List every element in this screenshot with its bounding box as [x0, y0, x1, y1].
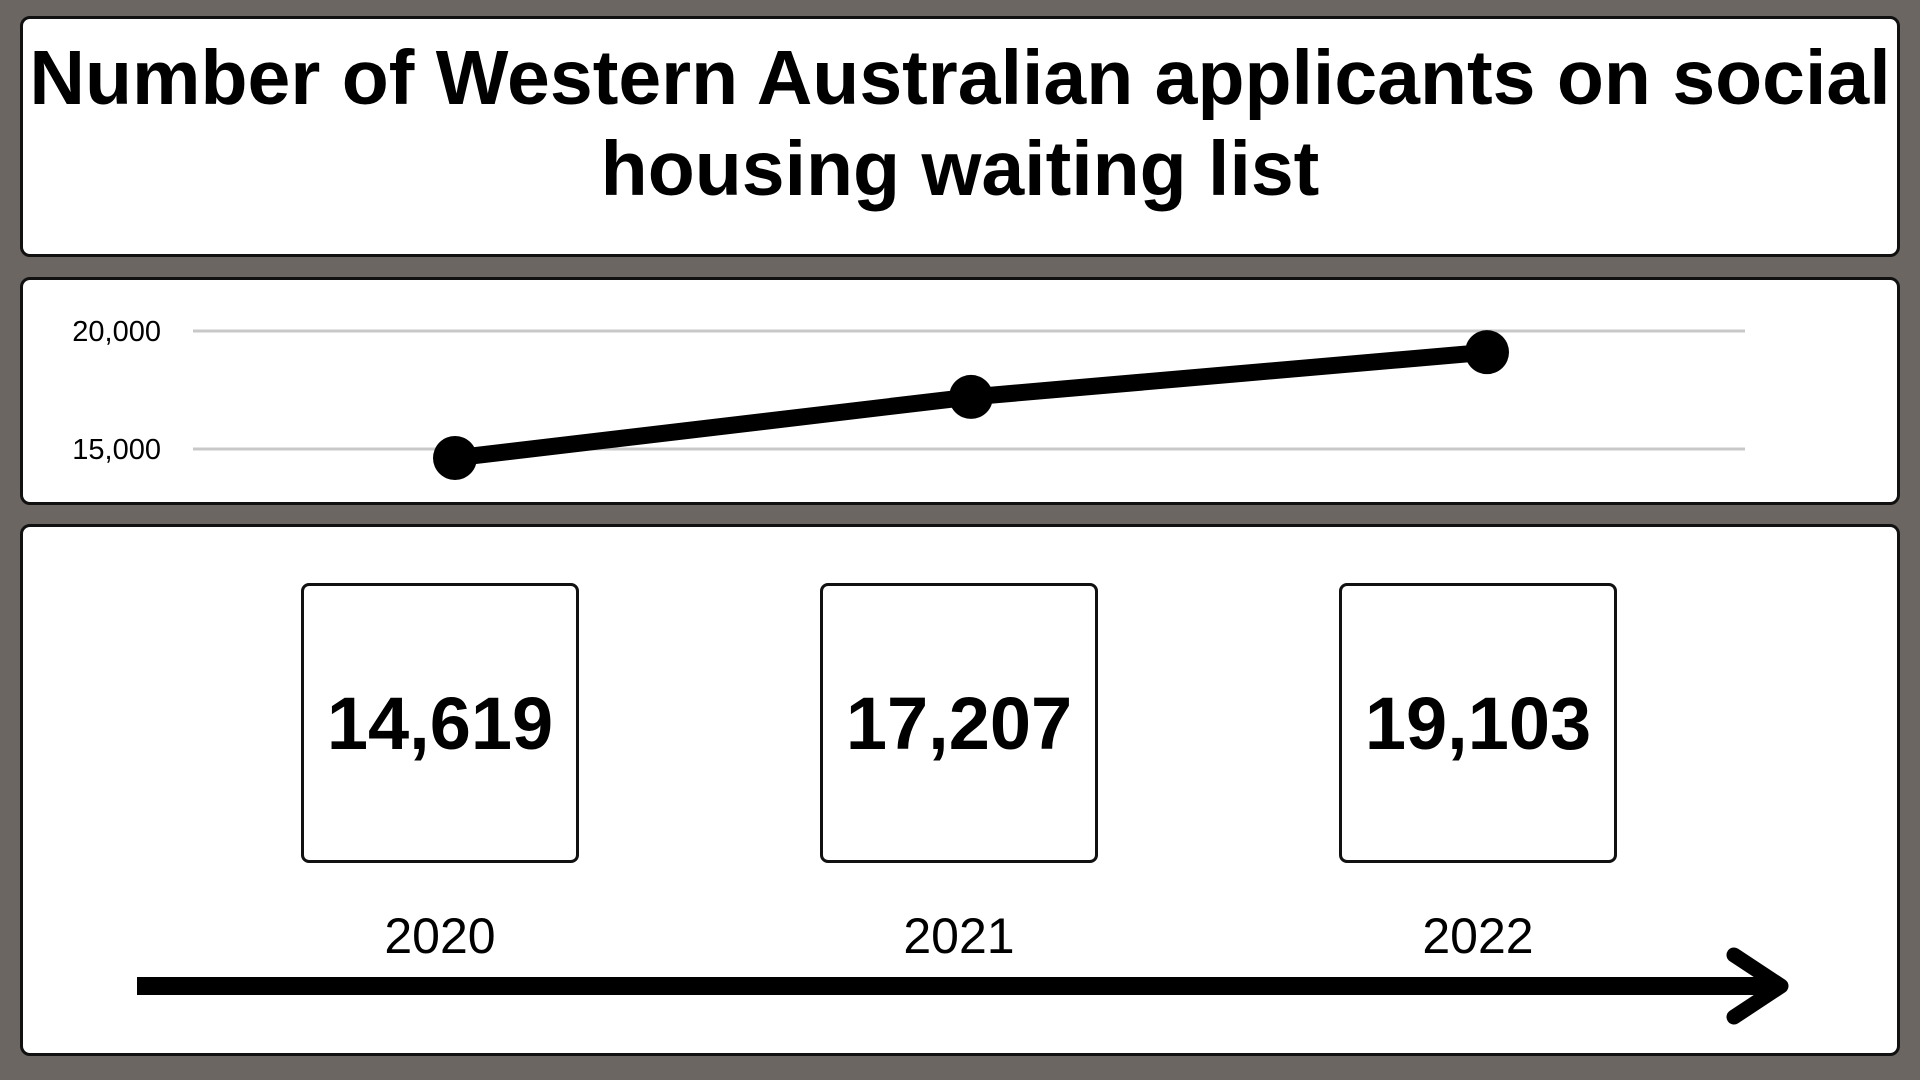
- y-tick-label: 20,000: [72, 316, 161, 348]
- chart-title: Number of Western Australian applicants …: [29, 35, 1891, 212]
- value-card-2022: 19,103: [1339, 583, 1617, 863]
- year-label-2020: 2020: [384, 908, 496, 964]
- line-chart: 15,000 20,000: [72, 316, 1745, 480]
- data-point-2020: [433, 435, 477, 480]
- value-card-2020: 14,619: [301, 583, 579, 863]
- value-label-2021: 17,207: [845, 681, 1073, 765]
- value-cards-panel: 14,619 17,207 19,103 2020 2021 2022: [20, 524, 1900, 1056]
- value-label-2022: 19,103: [1364, 681, 1592, 765]
- title-panel: Number of Western Australian applicants …: [20, 16, 1900, 257]
- value-label-2020: 14,619: [326, 681, 554, 765]
- timeline-arrow-layer: [137, 947, 1789, 1025]
- y-tick-label: 15,000: [72, 434, 161, 466]
- timeline-arrow-head: [1726, 947, 1789, 1025]
- data-point-2021: [949, 374, 993, 419]
- data-point-2022: [1465, 330, 1509, 375]
- line-chart-panel: 15,000 20,000: [20, 277, 1900, 505]
- year-label-2022: 2022: [1422, 908, 1534, 964]
- year-label-2021: 2021: [903, 908, 1015, 964]
- value-card-2021: 17,207: [820, 583, 1098, 863]
